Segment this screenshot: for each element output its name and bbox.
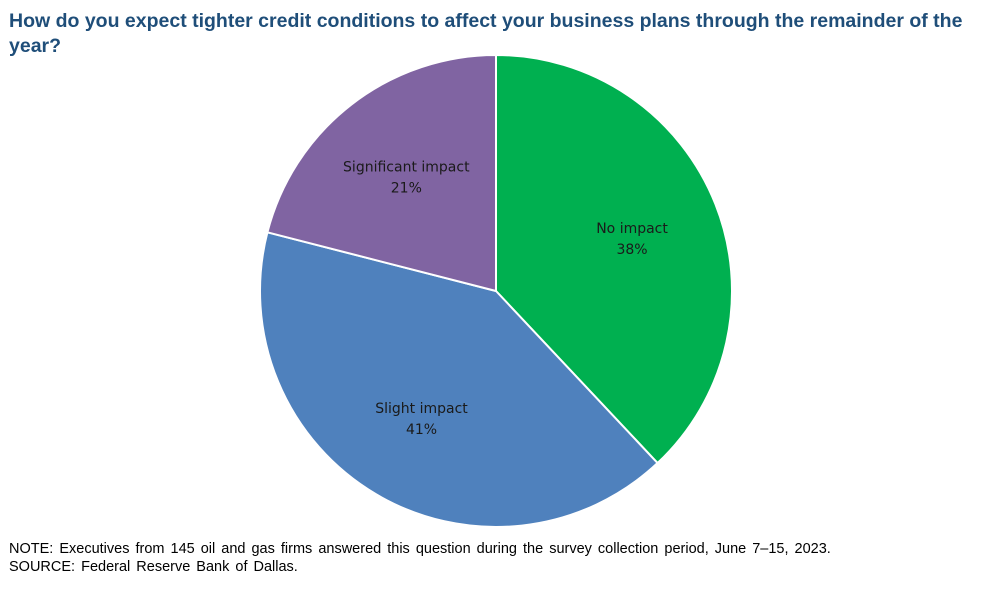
slice-value-no-impact: 38% (616, 242, 647, 258)
slice-value-significant-impact: 21% (391, 180, 422, 196)
slice-label-no-impact: No impact (596, 221, 668, 237)
slice-label-slight-impact: Slight impact (375, 401, 468, 417)
source-text: SOURCE: Federal Reserve Bank of Dallas. (9, 559, 298, 575)
slice-value-slight-impact: 41% (406, 422, 437, 438)
pie-slices (259, 53, 733, 528)
pie-slice-significant-impact (266, 53, 497, 293)
pie-slice-slight-impact (259, 231, 659, 528)
pie-labels: No impact 38% Slight impact 41% Significant … (343, 159, 668, 438)
chart-title: How do you expect tighter credit conditi… (9, 10, 963, 57)
footnotes: NOTE: Executives from 145 oil and gas fi… (9, 540, 831, 576)
slice-label-significant-impact: Significant impact (343, 159, 470, 175)
pie-slice-no-impact (495, 53, 733, 465)
note-text: NOTE: Executives from 145 oil and gas fi… (9, 541, 831, 557)
